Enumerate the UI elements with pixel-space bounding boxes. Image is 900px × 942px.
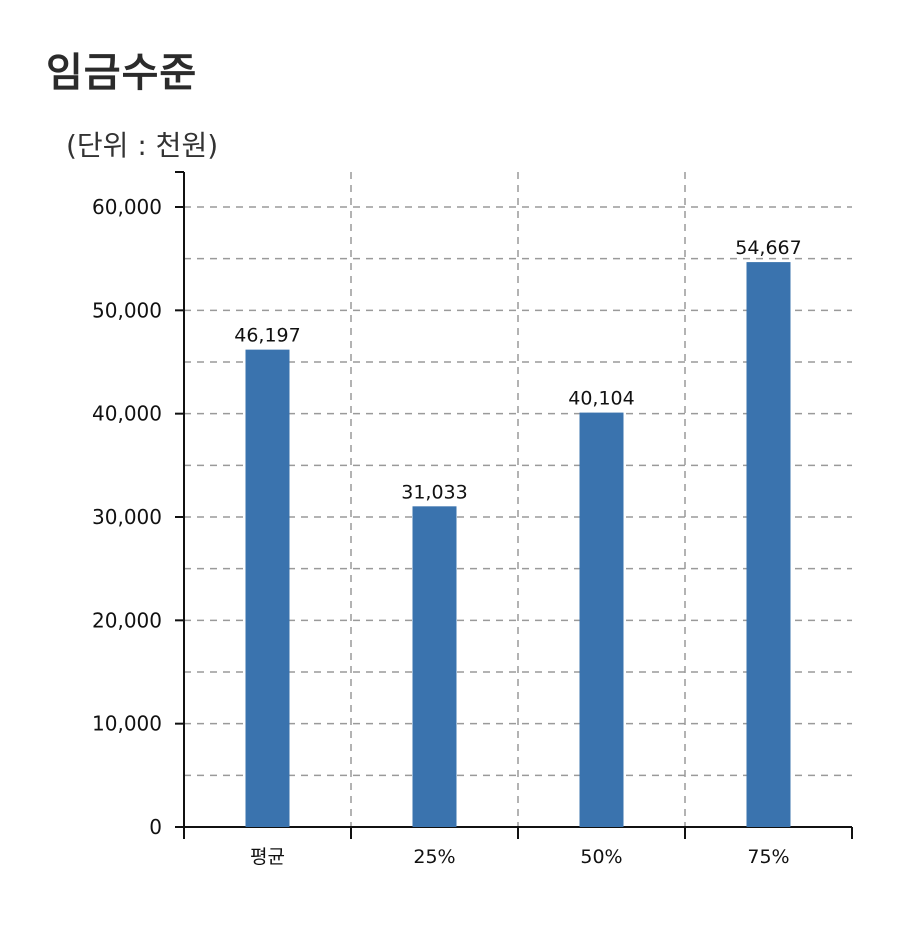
x-tick-label: 25% (413, 846, 455, 868)
x-tick-label: 평균 (250, 846, 285, 868)
y-tick-label: 50,000 (92, 298, 162, 322)
axis-layer: 0 10,000 20,000 30,000 40,000 50,000 60,000 (92, 172, 852, 839)
bar (246, 350, 290, 827)
y-tick-label: 0 (149, 815, 162, 839)
bar (747, 262, 791, 827)
data-label: 46,197 (234, 325, 300, 347)
x-tick-label: 50% (580, 846, 622, 868)
bar (580, 413, 624, 827)
data-label: 40,104 (568, 388, 634, 410)
data-label: 54,667 (735, 237, 801, 259)
data-label: 31,033 (401, 481, 467, 503)
y-tick-label: 60,000 (92, 195, 162, 219)
bar (413, 506, 457, 827)
x-tick-label: 75% (747, 846, 789, 868)
y-tick-label: 30,000 (92, 505, 162, 529)
y-tick-label: 10,000 (92, 712, 162, 736)
y-tick-label: 40,000 (92, 402, 162, 426)
y-tick-label: 20,000 (92, 608, 162, 632)
